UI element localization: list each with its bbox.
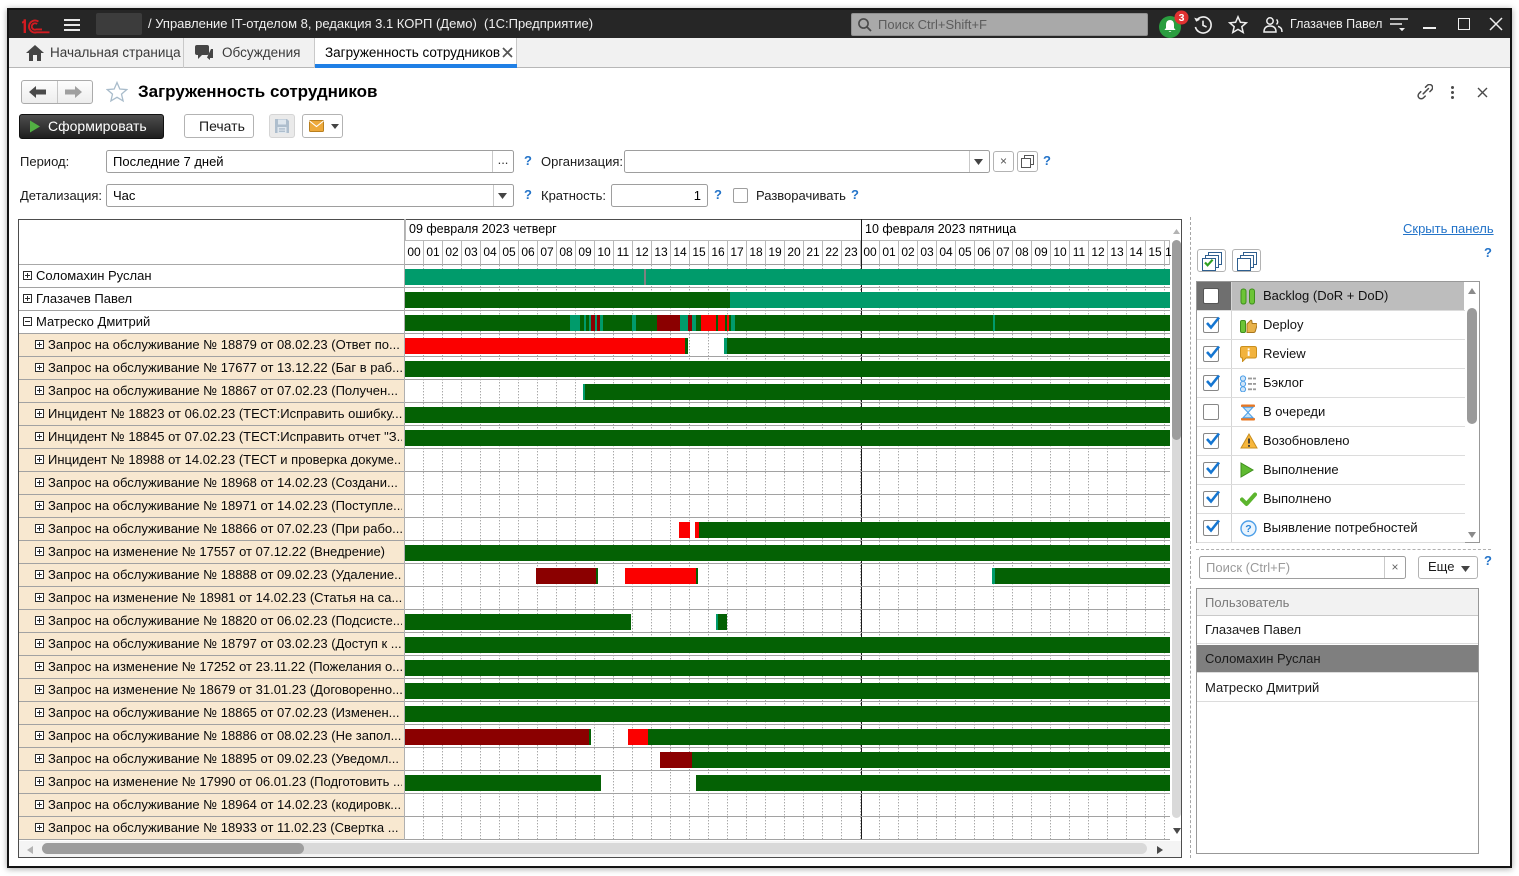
svg-text:?: ? bbox=[1245, 523, 1251, 535]
svg-text:3: 3 bbox=[1179, 12, 1185, 24]
